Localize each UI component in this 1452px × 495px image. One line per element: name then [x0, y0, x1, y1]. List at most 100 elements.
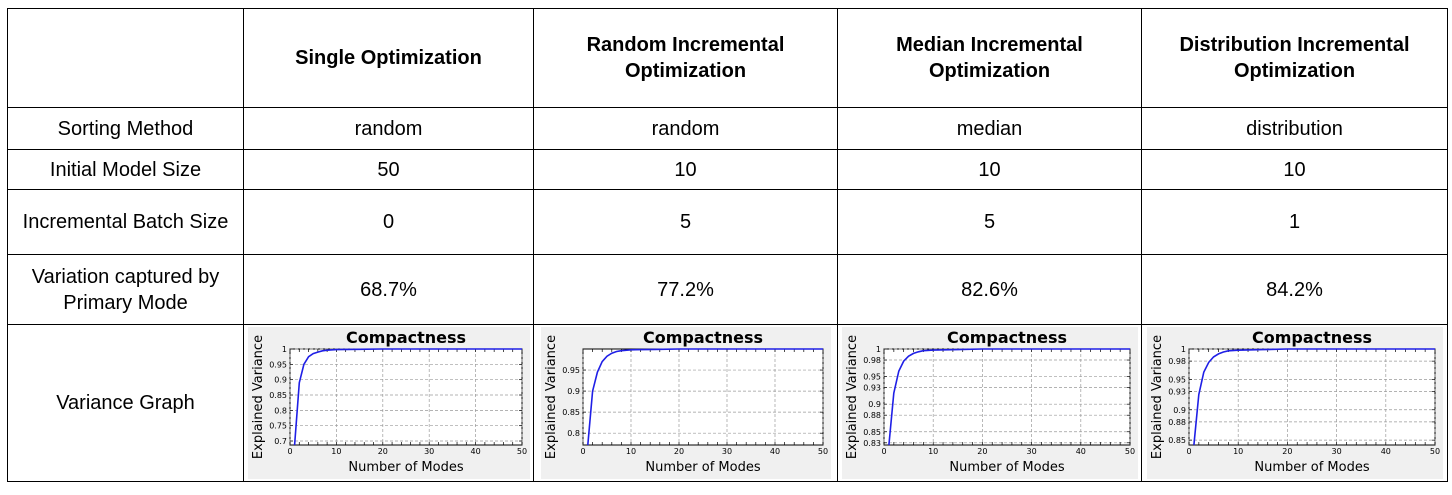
y-tick-label: 0.9	[1173, 406, 1186, 415]
x-tick-label: 20	[378, 447, 388, 456]
comparison-table: Single Optimization Random Incremental O…	[7, 8, 1448, 482]
y-axis-label: Explained Variance	[845, 335, 860, 459]
graph-cell: 0 10 20 30 40 50 0.7 0.75 0.8 0.85 0.9 0.95 1 Compact…	[243, 324, 534, 482]
x-tick-label: 40	[1076, 447, 1086, 456]
y-tick-label: 0.95	[1168, 375, 1186, 384]
y-tick-label: 0.98	[1168, 357, 1186, 366]
chart-title: Compactness	[642, 328, 762, 347]
x-tick-label: 40	[471, 447, 481, 456]
y-axis-label: Explained Variance	[1150, 335, 1165, 459]
variance-chart-random: 0 10 20 30 40 50 0.8 0.85 0.9 0.95 Compactness Numb…	[540, 327, 831, 479]
x-tick-label: 10	[625, 447, 635, 456]
row-label: Variation captured by Primary Mode	[7, 254, 244, 325]
y-tick-label: 0.8	[567, 429, 580, 438]
y-tick-label: 0.7	[274, 437, 287, 446]
table-cell: 82.6%	[837, 254, 1142, 325]
y-tick-label: 0.83	[863, 439, 881, 448]
y-tick-label: 0.95	[863, 373, 881, 382]
x-tick-label: 30	[721, 447, 731, 456]
series-line	[586, 348, 823, 446]
x-tick-label: 50	[817, 447, 827, 456]
x-axis-label: Number of Modes	[348, 460, 463, 475]
row-label: Incremental Batch Size	[7, 189, 244, 255]
y-tick-label: 0.88	[863, 411, 881, 420]
x-tick-label: 0	[881, 447, 886, 456]
plot-area	[582, 348, 823, 446]
y-tick-label: 0.9	[868, 400, 881, 409]
variance-chart-single: 0 10 20 30 40 50 0.7 0.75 0.8 0.85 0.9 0.95 1 Compact…	[248, 327, 530, 479]
table-cell: 10	[1141, 149, 1448, 190]
graph-cell: 0 10 20 30 40 50 0.8 0.85 0.9 0.95 Compactness Numb…	[533, 324, 838, 482]
header-single-optimization: Single Optimization	[243, 8, 534, 108]
y-tick-label: 0.85	[863, 428, 881, 437]
row-sorting-method: Sorting Method random random median dist…	[7, 107, 1448, 150]
y-tick-label: 0.85	[562, 408, 580, 417]
header-median-incremental: Median Incremental Optimization	[837, 8, 1142, 108]
row-initial-model-size: Initial Model Size 50 10 10 10	[7, 149, 1448, 190]
x-axis-label: Number of Modes	[645, 460, 760, 475]
y-tick-label: 0.75	[269, 422, 287, 431]
x-axis-label: Number of Modes	[949, 460, 1064, 475]
x-tick-label: 20	[1282, 447, 1292, 456]
y-tick-label: 1	[1180, 345, 1185, 354]
x-tick-label: 40	[769, 447, 779, 456]
y-tick-label: 0.9	[274, 376, 287, 385]
table-cell: 10	[533, 149, 838, 190]
x-tick-label: 0	[287, 447, 292, 456]
row-incremental-batch-size: Incremental Batch Size 0 5 5 1	[7, 189, 1448, 255]
table-cell: 77.2%	[533, 254, 838, 325]
header-distribution-incremental: Distribution Incremental Optimization	[1141, 8, 1448, 108]
x-axis-label: Number of Modes	[1254, 460, 1369, 475]
x-tick-label: 10	[331, 447, 341, 456]
y-axis-label: Explained Variance	[251, 335, 266, 459]
table-cell: 0	[243, 189, 534, 255]
y-tick-label: 0.98	[863, 356, 881, 365]
variance-chart-median: 0 10 20 30 40 50 0.83 0.85 0.88 0.9 0.93 0.95 0.98 1 C…	[842, 327, 1138, 479]
x-tick-label: 10	[928, 447, 938, 456]
y-tick-label: 0.95	[269, 360, 287, 369]
y-tick-label: 1	[876, 345, 881, 354]
header-random-incremental: Random Incremental Optimization	[533, 8, 838, 108]
table-cell: 84.2%	[1141, 254, 1448, 325]
plot-area	[1188, 348, 1435, 446]
x-tick-label: 50	[1125, 447, 1135, 456]
header-row: Single Optimization Random Incremental O…	[7, 8, 1448, 108]
table-cell: 68.7%	[243, 254, 534, 325]
plot-area	[883, 348, 1131, 446]
graph-cell: 0 10 20 30 40 50 0.85 0.88 0.9 0.93 0.95 0.98 1 Compa…	[1141, 324, 1448, 482]
y-axis-label: Explained Variance	[544, 335, 559, 459]
x-tick-label: 50	[1429, 447, 1439, 456]
x-tick-label: 20	[977, 447, 987, 456]
x-tick-label: 30	[424, 447, 434, 456]
y-tick-label: 0.9	[567, 387, 580, 396]
y-tick-label: 0.93	[1168, 388, 1186, 397]
row-label: Variance Graph	[7, 324, 244, 482]
table-cell: 10	[837, 149, 1142, 190]
x-tick-label: 50	[517, 447, 527, 456]
table-cell: 5	[837, 189, 1142, 255]
x-tick-label: 30	[1331, 447, 1341, 456]
table-cell: 1	[1141, 189, 1448, 255]
row-label: Sorting Method	[7, 107, 244, 150]
y-tick-label: 1	[282, 345, 287, 354]
table-cell: median	[837, 107, 1142, 150]
table-cell: random	[533, 107, 838, 150]
y-tick-label: 0.8	[274, 406, 287, 415]
y-tick-label: 0.85	[269, 391, 287, 400]
series-line	[888, 348, 1130, 446]
chart-title: Compactness	[346, 328, 466, 347]
series-line	[1192, 348, 1435, 446]
variance-chart-distribution: 0 10 20 30 40 50 0.85 0.88 0.9 0.93 0.95 0.98 1 Compa…	[1146, 327, 1443, 479]
table-cell: random	[243, 107, 534, 150]
table-cell: 5	[533, 189, 838, 255]
series-line	[293, 348, 522, 446]
x-tick-label: 40	[1380, 447, 1390, 456]
table-cell: 50	[243, 149, 534, 190]
graph-cell: 0 10 20 30 40 50 0.83 0.85 0.88 0.9 0.93 0.95 0.98 1 C…	[837, 324, 1142, 482]
x-tick-label: 30	[1027, 447, 1037, 456]
y-tick-label: 0.88	[1168, 418, 1186, 427]
chart-title: Compactness	[1251, 328, 1371, 347]
x-tick-label: 10	[1233, 447, 1243, 456]
y-tick-label: 0.93	[863, 384, 881, 393]
table-cell: distribution	[1141, 107, 1448, 150]
